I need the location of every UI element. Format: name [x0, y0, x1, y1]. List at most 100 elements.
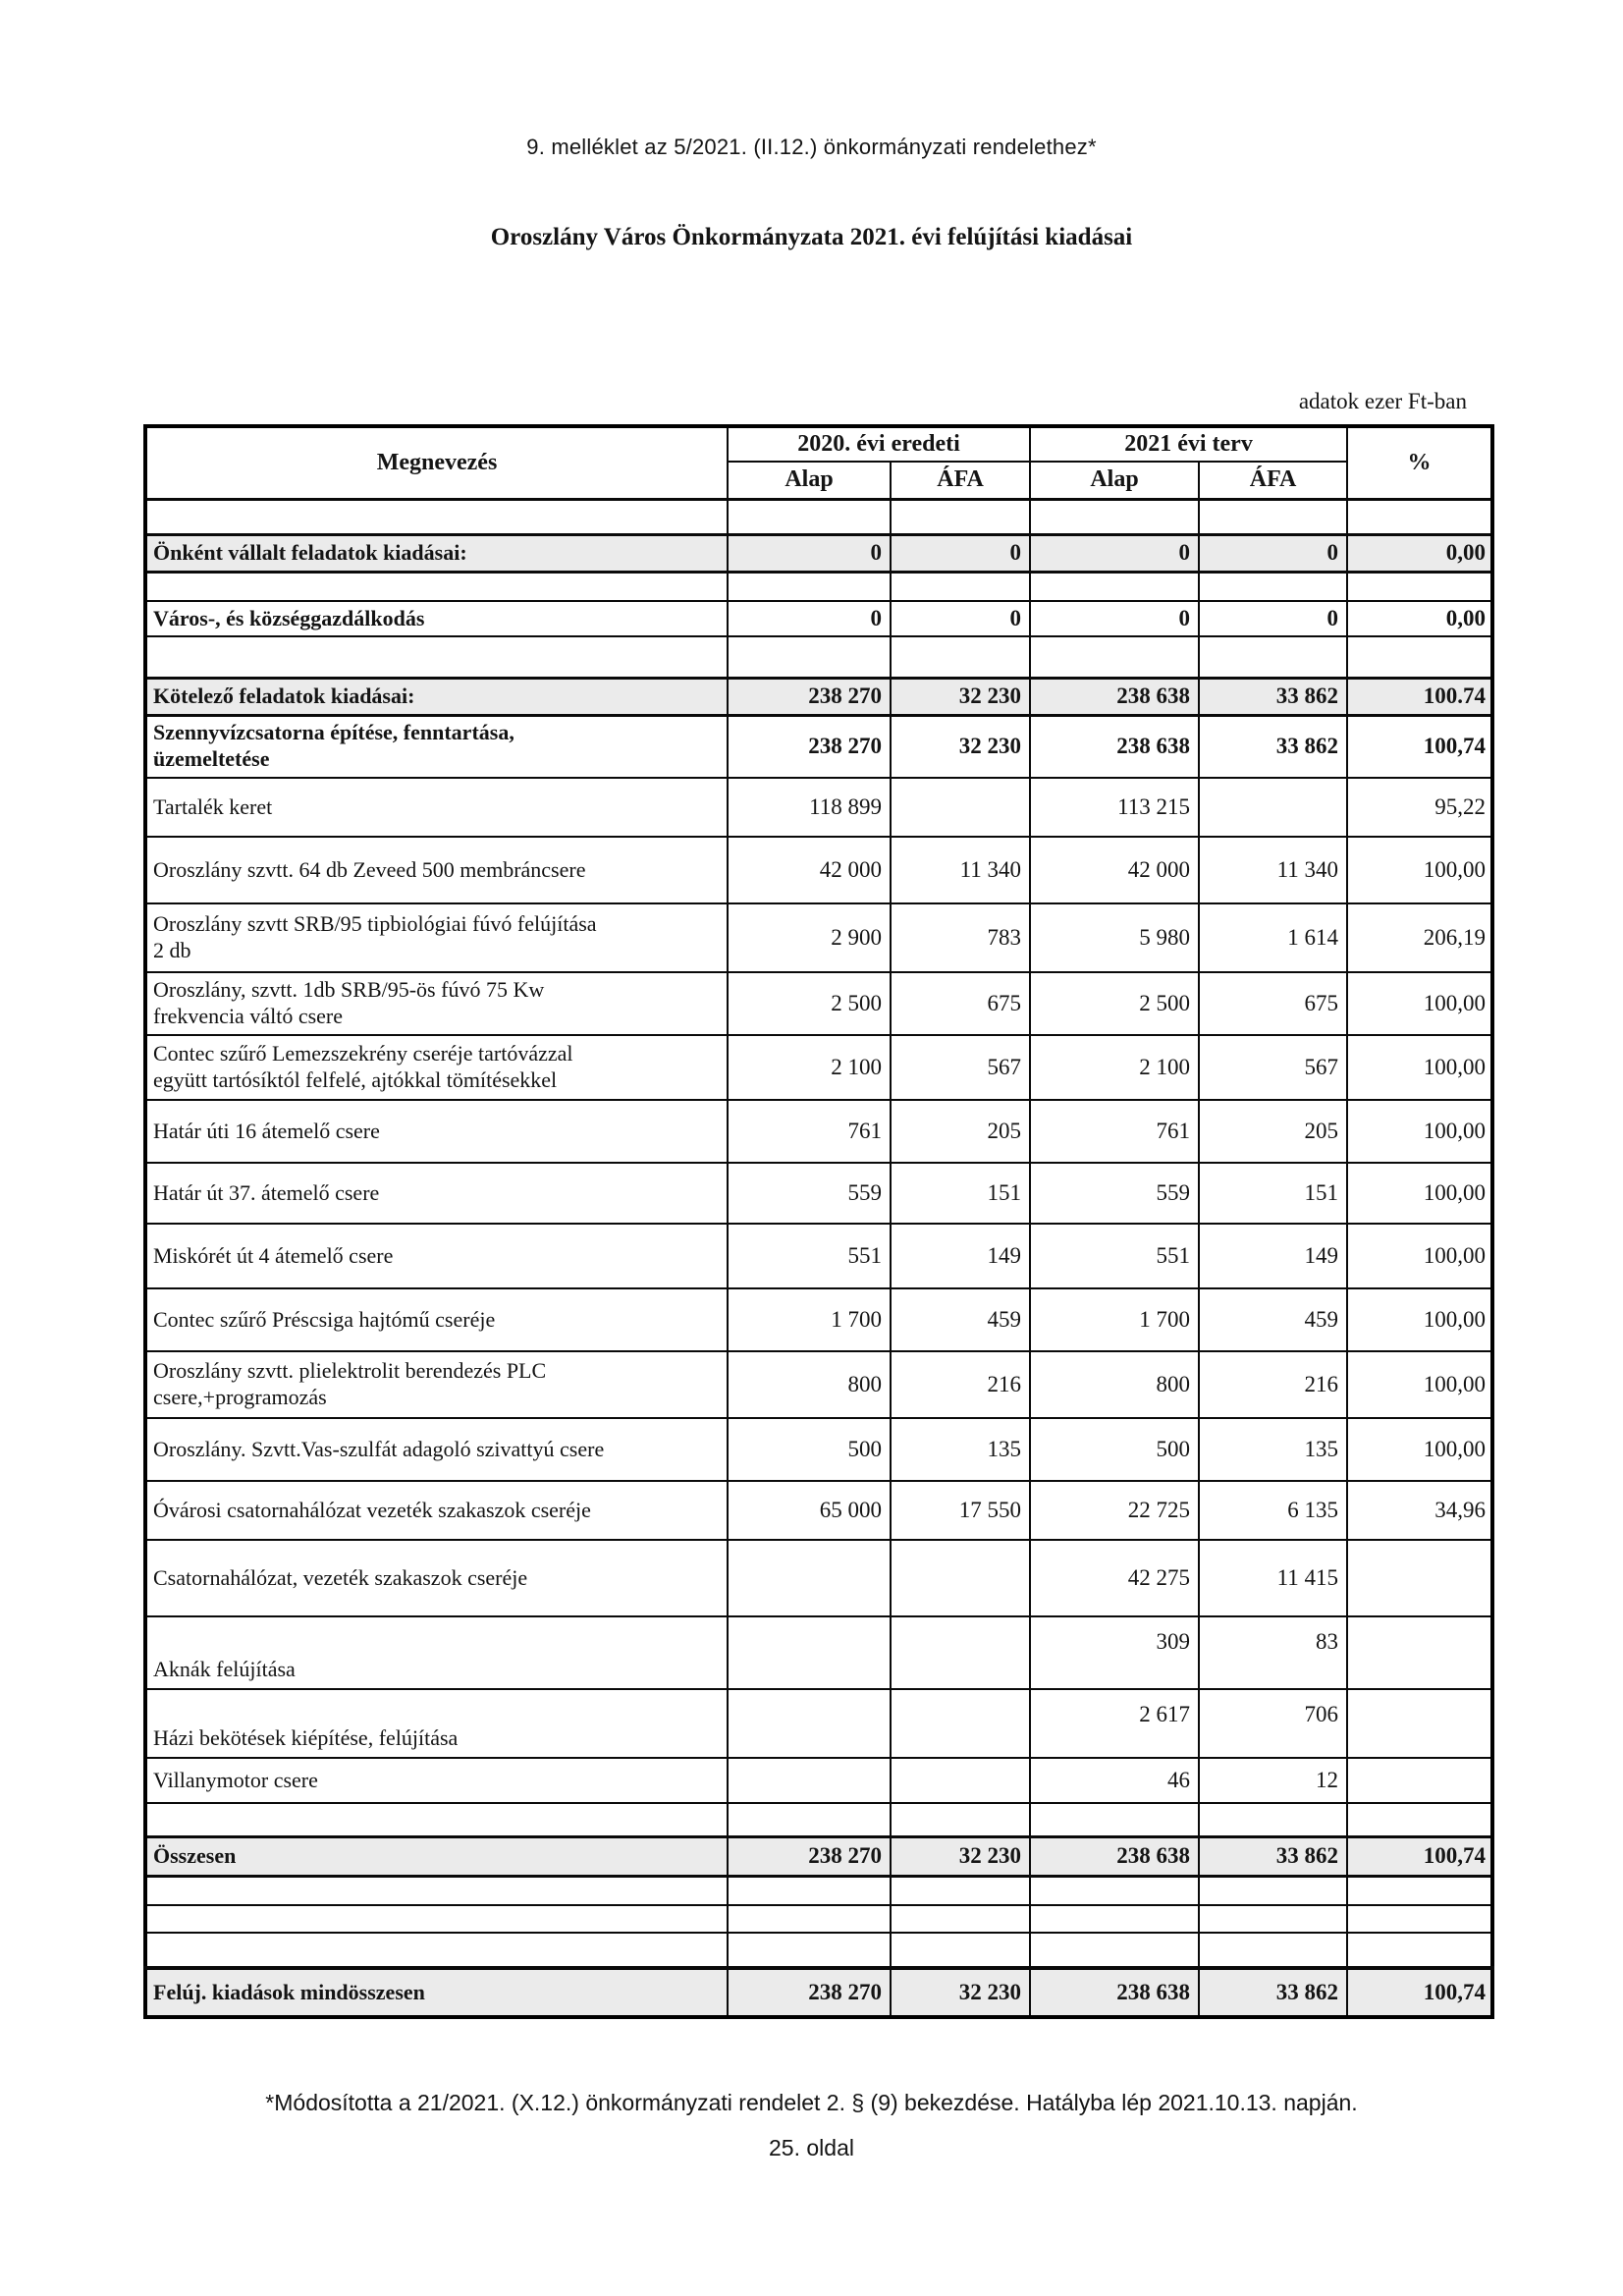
- cell-percent: 100,00: [1346, 1162, 1494, 1225]
- cell-percent: [1346, 498, 1494, 535]
- cell-2020-alap: 0: [727, 600, 892, 637]
- table-row: Csatornahálózat, vezeték szakaszok cseré…: [144, 1539, 1494, 1617]
- cell-2021-alap: [1029, 1802, 1201, 1837]
- table-row: Oroszlány. Szvtt.Vas-szulfát adagoló szi…: [144, 1417, 1494, 1482]
- cell-2021-alap: 761: [1029, 1099, 1201, 1164]
- cell-2021-alap: [1029, 1904, 1201, 1934]
- row-label: Villanymotor csere: [144, 1757, 729, 1804]
- header-2021-alap: Alap: [1029, 461, 1201, 501]
- cell-2020-alap: 1 700: [727, 1287, 892, 1352]
- table-row: Contec szűrő Préscsiga hajtómű cseréje 1 …: [144, 1287, 1494, 1352]
- cell-2021-afa: 216: [1198, 1350, 1349, 1419]
- cell-2021-alap: 113 215: [1029, 777, 1201, 838]
- cell-2020-alap: [727, 1615, 892, 1690]
- table-row: Tartalék keret 118 899 113 215 95,22: [144, 777, 1494, 838]
- row-label: Határ úti 16 átemelő csere: [144, 1099, 729, 1164]
- cell-2021-alap: 238 638: [1029, 676, 1201, 717]
- row-label: Határ út 37. átemelő csere: [144, 1162, 729, 1225]
- table-row: Felúj. kiadások mindösszesen 238 270 32 23…: [144, 1966, 1494, 2019]
- unit-note: adatok ezer Ft-ban: [143, 389, 1490, 414]
- cell-2021-alap: 0: [1029, 532, 1201, 574]
- row-label: Összesen: [144, 1834, 729, 1878]
- cell-2020-alap: 238 270: [727, 714, 892, 779]
- table-row: Oroszlány szvtt SRB/95 tipbiológiai fúvó…: [144, 902, 1494, 973]
- cell-2020-afa: [889, 635, 1032, 679]
- cell-percent: [1346, 1932, 1494, 1969]
- cell-2021-afa: 205: [1198, 1099, 1349, 1164]
- cell-percent: [1346, 1615, 1494, 1690]
- cell-2021-alap: 2 100: [1029, 1034, 1201, 1101]
- page-title: Oroszlány Város Önkormányzata 2021. évi …: [490, 224, 1133, 250]
- cell-percent: 100,00: [1346, 971, 1494, 1036]
- cell-2020-afa: [889, 571, 1032, 602]
- cell-percent: [1346, 635, 1494, 679]
- cell-2020-afa: 32 230: [889, 1966, 1032, 2019]
- cell-2021-alap: 22 725: [1029, 1480, 1201, 1541]
- cell-2021-alap: 551: [1029, 1223, 1201, 1289]
- cell-2020-alap: [727, 498, 892, 535]
- cell-2021-afa: [1198, 1802, 1349, 1837]
- row-label: Kötelező feladatok kiadásai:: [144, 676, 729, 717]
- cell-2020-alap: 238 270: [727, 1966, 892, 2019]
- table-row: Oroszlány szvtt. plielektrolit berendezé…: [144, 1350, 1494, 1419]
- row-label: Tartalék keret: [144, 777, 729, 838]
- header-2020-afa: ÁFA: [889, 461, 1032, 501]
- row-label: Város-, és községgazdálkodás: [144, 600, 729, 637]
- cell-2020-alap: 2 900: [727, 902, 892, 973]
- spacer-row: [144, 1904, 1494, 1934]
- header-2020-group: 2020. évi eredeti: [726, 425, 1032, 463]
- unit-note-text: adatok ezer Ft-ban: [1298, 389, 1467, 413]
- cell-percent: [1346, 1757, 1494, 1804]
- cell-2021-alap: 2 617: [1029, 1688, 1201, 1759]
- header-sub-row: Alap ÁFA Alap ÁFA: [145, 461, 1492, 501]
- row-label: Oroszlány szvtt SRB/95 tipbiológiai fúvó…: [144, 902, 729, 973]
- cell-percent: 100,00: [1346, 1287, 1494, 1352]
- cell-percent: [1346, 1904, 1494, 1934]
- cell-percent: 0,00: [1346, 532, 1494, 574]
- cell-2020-alap: 2 500: [727, 971, 892, 1036]
- cell-2020-afa: 783: [889, 902, 1032, 973]
- cell-percent: [1346, 1875, 1494, 1906]
- cell-2021-afa: 33 862: [1198, 676, 1349, 717]
- cell-2021-alap: [1029, 1875, 1201, 1906]
- cell-2020-afa: 459: [889, 1287, 1032, 1352]
- table-row: Villanymotor csere 46 12: [144, 1757, 1494, 1804]
- table-row: Aknák felújítása 309 83: [144, 1615, 1494, 1690]
- cell-2021-alap: 46: [1029, 1757, 1201, 1804]
- table-row: Miskórét út 4 átemelő csere 551 149 551 149 1…: [144, 1223, 1494, 1289]
- cell-2020-alap: [727, 1539, 892, 1617]
- spacer-row: [144, 498, 1494, 535]
- cell-2021-afa: 83: [1198, 1615, 1349, 1690]
- cell-2020-afa: [889, 1932, 1032, 1969]
- cell-2021-alap: 800: [1029, 1350, 1201, 1419]
- cell-2020-afa: 11 340: [889, 836, 1032, 904]
- cell-2020-alap: [727, 1932, 892, 1969]
- cell-2020-alap: 65 000: [727, 1480, 892, 1541]
- cell-2021-alap: 559: [1029, 1162, 1201, 1225]
- row-label: Önként vállalt feladatok kiadásai:: [144, 532, 729, 574]
- cell-2020-alap: [727, 1904, 892, 1934]
- spacer-row: [144, 1875, 1494, 1906]
- header-2021-afa: ÁFA: [1198, 461, 1349, 501]
- cell-2021-afa: 6 135: [1198, 1480, 1349, 1541]
- page-number: 25. oldal: [769, 2135, 854, 2160]
- cell-2020-afa: [889, 777, 1032, 838]
- table-row: Város-, és községgazdálkodás 0 0 0 0 0,00: [144, 600, 1494, 637]
- cell-2020-afa: [889, 1802, 1032, 1837]
- cell-2020-afa: [889, 1539, 1032, 1617]
- cell-2020-afa: [889, 1688, 1032, 1759]
- header-group-row: Megnevezés 2020. évi eredeti 2021 évi te…: [144, 425, 1494, 501]
- cell-2021-alap: [1029, 1932, 1201, 1969]
- cell-2020-alap: 800: [727, 1350, 892, 1419]
- cell-2020-afa: 216: [889, 1350, 1032, 1419]
- cell-2021-afa: 12: [1198, 1757, 1349, 1804]
- cell-2020-alap: 761: [727, 1099, 892, 1164]
- cell-2020-afa: 151: [889, 1162, 1032, 1225]
- cell-2021-afa: [1198, 1904, 1349, 1934]
- cell-2020-afa: 32 230: [889, 676, 1032, 717]
- cell-percent: 100.74: [1346, 676, 1494, 717]
- header-megnevezes: Megnevezés: [144, 425, 729, 501]
- cell-percent: [1346, 1688, 1494, 1759]
- cell-2021-afa: 149: [1198, 1223, 1349, 1289]
- cell-2021-alap: 42 275: [1029, 1539, 1201, 1617]
